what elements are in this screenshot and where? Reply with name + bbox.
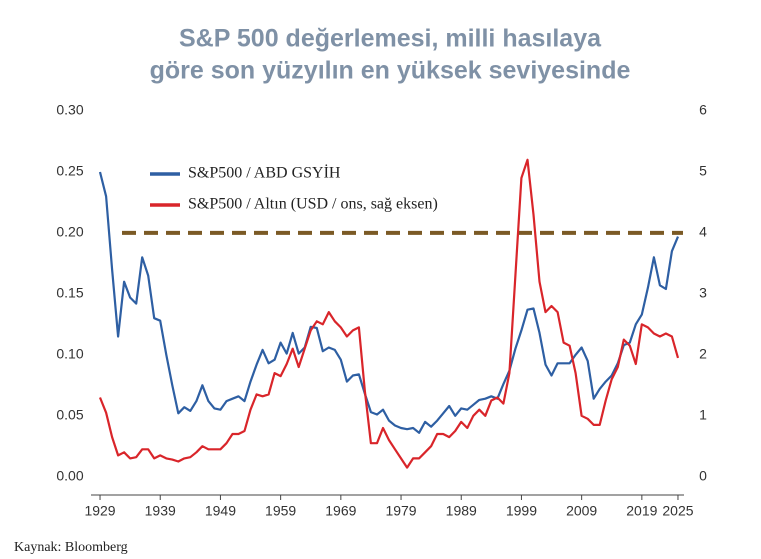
- y-tick-label: 0.30: [56, 102, 83, 118]
- x-tick-label: 1989: [446, 503, 477, 519]
- y-tick-label: 0.05: [56, 406, 83, 422]
- x-tick-label: 2019: [626, 503, 657, 519]
- x-tick-label: 1939: [145, 503, 176, 519]
- y2-tick-label: 6: [699, 102, 707, 118]
- y2-tick-label: 5: [699, 163, 707, 179]
- chart-title: S&P 500 değerlemesi, milli hasılaya: [179, 25, 602, 53]
- y-tick-label: 0.10: [56, 346, 83, 362]
- source: Kaynak: Bloomberg: [14, 540, 128, 555]
- x-tick-label: 2009: [566, 503, 597, 519]
- y2-tick-label: 1: [699, 406, 707, 422]
- y2-tick-label: 0: [699, 467, 707, 483]
- x-tick-label: 1999: [506, 503, 537, 519]
- x-tick-label: 1959: [265, 503, 296, 519]
- chart-title: göre son yüzyılın en yüksek seviyesinde: [150, 57, 631, 85]
- legend-label: S&P500 / ABD GSYİH: [188, 164, 341, 182]
- y-tick-label: 0.25: [56, 163, 83, 179]
- x-tick-label: 2025: [662, 503, 693, 519]
- y-tick-label: 0.20: [56, 224, 83, 240]
- series-line: [98, 171, 680, 434]
- y2-tick-label: 3: [699, 285, 707, 301]
- x-tick-label: 1979: [385, 503, 416, 519]
- y-tick-label: 0.15: [56, 285, 83, 301]
- x-tick-label: 1929: [84, 503, 115, 519]
- y-tick-label: 0.00: [56, 467, 83, 483]
- x-tick-label: 1949: [205, 503, 236, 519]
- y2-tick-label: 2: [699, 346, 707, 362]
- legend-label: S&P500 / Altın (USD / ons, sağ eksen): [188, 196, 438, 213]
- series-line: [98, 158, 680, 469]
- y2-tick-label: 4: [699, 224, 707, 240]
- x-tick-label: 1969: [325, 503, 356, 519]
